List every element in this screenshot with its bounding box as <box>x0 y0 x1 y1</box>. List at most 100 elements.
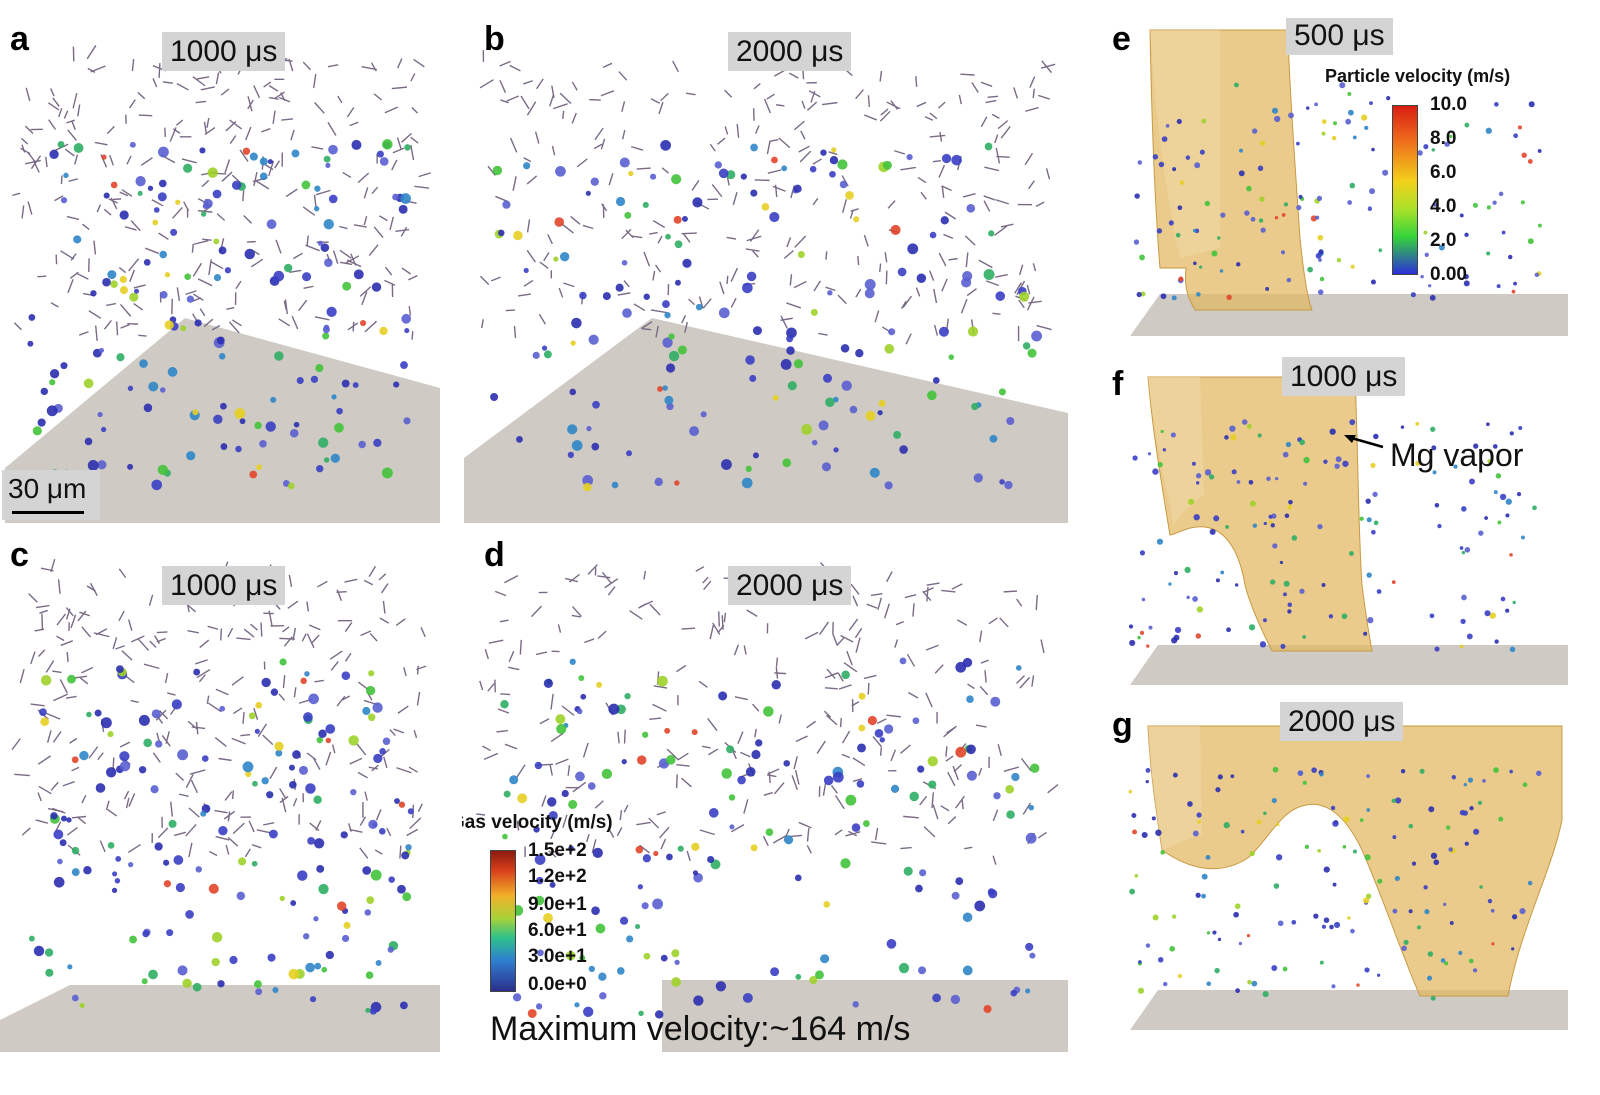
particle <box>1206 981 1212 987</box>
gas-velocity-vector <box>846 650 853 666</box>
gas-velocity-vector <box>641 328 652 331</box>
particle <box>320 243 330 252</box>
gas-velocity-vector <box>356 743 367 756</box>
particle <box>1204 469 1212 476</box>
particle <box>1319 960 1324 965</box>
particle <box>587 782 596 790</box>
particle <box>1249 500 1256 507</box>
gas-velocity-vector <box>373 93 383 101</box>
gas-velocity-vector <box>691 179 700 191</box>
particle <box>502 200 511 209</box>
gas-velocity-vector <box>192 297 202 302</box>
particle <box>1303 456 1310 464</box>
gas-velocity-vector <box>56 635 65 642</box>
particle <box>213 414 223 425</box>
particle <box>1426 975 1433 981</box>
particle <box>180 325 187 332</box>
particle <box>1147 452 1152 456</box>
gas-velocity-vector <box>378 573 387 581</box>
gas-velocity-vector <box>293 687 297 698</box>
gas-velocity-vector <box>342 695 351 701</box>
gas-velocity-vector <box>1013 87 1019 99</box>
particle <box>637 755 647 765</box>
particle <box>993 792 1001 800</box>
gas-velocity-vector <box>848 618 859 631</box>
gas-velocity-vector <box>347 823 352 832</box>
particle <box>84 437 93 446</box>
gas-velocity-vector <box>924 116 934 121</box>
gas-velocity-vector <box>983 195 996 201</box>
particle <box>379 748 386 755</box>
particle <box>49 369 60 379</box>
gas-velocity-vector <box>119 191 129 197</box>
gas-velocity-vector <box>939 131 943 142</box>
gas-velocity-vector <box>74 675 87 679</box>
particle <box>599 992 607 1000</box>
particle <box>588 965 595 973</box>
time-badge: 500 μs <box>1286 18 1393 55</box>
particle <box>405 844 412 851</box>
particle <box>53 876 65 888</box>
particle <box>407 808 414 815</box>
gas-velocity-vector <box>999 617 1009 628</box>
particle <box>200 211 207 217</box>
particle <box>1461 594 1467 601</box>
gas-velocity-vector <box>681 315 687 324</box>
particle <box>622 308 632 318</box>
particle <box>598 972 607 981</box>
particle <box>148 381 159 392</box>
gas-velocity-vector <box>363 579 374 586</box>
particle <box>1022 342 1031 350</box>
gas-velocity-vector <box>553 103 568 110</box>
particle <box>1511 289 1516 294</box>
particle <box>547 797 557 807</box>
particle <box>53 829 64 840</box>
particle <box>256 464 262 471</box>
gas-velocity-vector <box>550 829 556 840</box>
particle <box>578 675 585 682</box>
particle <box>400 1001 408 1010</box>
particle <box>1331 135 1337 141</box>
gas-velocity-vector <box>128 99 136 109</box>
gas-velocity-vector <box>191 243 194 253</box>
gas-velocity-vector <box>557 624 562 633</box>
particle <box>1464 547 1471 553</box>
gas-velocity-vector <box>772 835 787 844</box>
gas-velocity-vector <box>938 164 946 178</box>
particle <box>932 993 941 1003</box>
gas-colorbar-tick: 1.2e+2 <box>528 866 587 887</box>
particle-cloud <box>28 658 414 1015</box>
gas-velocity-vector <box>960 73 975 76</box>
particle-cloud <box>490 139 1043 492</box>
gas-velocity-vector <box>115 321 119 336</box>
particle <box>523 162 531 170</box>
particle <box>1366 517 1372 523</box>
gas-velocity-vector <box>818 332 828 336</box>
gas-velocity-vector <box>597 575 611 579</box>
gas-velocity-vector <box>570 215 581 225</box>
gas-velocity-vector <box>63 110 69 119</box>
gas-velocity-vector <box>272 110 276 124</box>
particle <box>175 882 186 893</box>
particle <box>184 273 192 281</box>
particle <box>1505 608 1510 613</box>
particle <box>555 714 566 725</box>
particle <box>1519 908 1526 915</box>
gas-velocity-vector <box>479 79 494 89</box>
particle <box>662 300 670 309</box>
particle <box>966 770 977 781</box>
particle <box>909 791 920 802</box>
particle <box>1443 902 1447 907</box>
particle <box>1262 991 1269 998</box>
particle <box>714 161 722 169</box>
gas-velocity-vector <box>263 81 272 88</box>
gas-velocity-vector <box>863 674 877 680</box>
gas-velocity-vector <box>152 752 161 763</box>
particle <box>845 794 857 806</box>
gas-velocity-vector <box>900 846 912 850</box>
gas-velocity-vector <box>71 121 76 130</box>
gas-velocity-vector <box>1040 639 1045 654</box>
gas-velocity-vector <box>379 617 390 624</box>
particle <box>171 699 182 710</box>
particle <box>737 775 746 785</box>
